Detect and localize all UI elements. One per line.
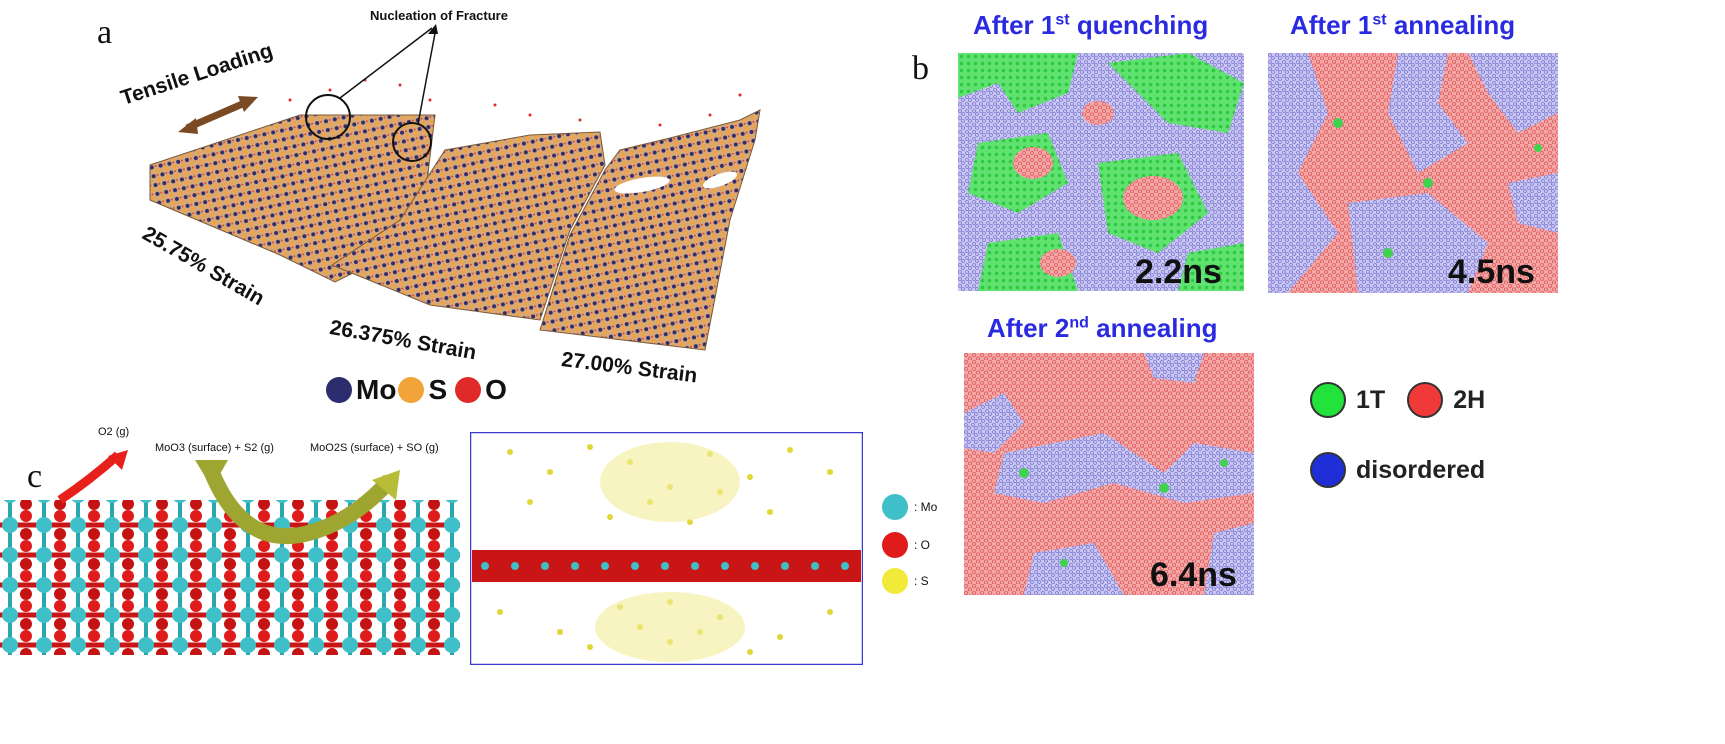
phase-map-1 bbox=[958, 53, 1244, 291]
panel-a-sheets bbox=[149, 24, 761, 351]
sheet-27-00 bbox=[539, 109, 761, 351]
legend-disordered: disordered bbox=[1356, 455, 1486, 484]
panel-a-letter: a bbox=[97, 14, 113, 51]
nucleation-label: Nucleation of Fracture bbox=[370, 8, 508, 23]
disordered-dot-icon bbox=[1310, 452, 1346, 488]
tensile-arrow bbox=[178, 96, 258, 134]
sulfur-gas-view bbox=[470, 432, 863, 665]
o2-release-arrow bbox=[57, 451, 121, 504]
legend-o: O bbox=[485, 374, 507, 405]
map-title-3: After 2nd annealing bbox=[987, 313, 1218, 343]
o2-label: O2 (g) bbox=[98, 426, 130, 438]
c-legend-mo: : Mo bbox=[882, 494, 937, 520]
c-legend-s: : S bbox=[882, 568, 929, 594]
map-title-1: After 1st quenching bbox=[973, 10, 1209, 40]
map-title-2: After 1st annealing bbox=[1290, 10, 1516, 40]
1t-dot-icon bbox=[1310, 382, 1346, 418]
panel-b-letter: b bbox=[912, 50, 929, 87]
map-time-3: 6.4ns bbox=[1150, 556, 1237, 594]
reaction-arrow bbox=[202, 465, 396, 545]
phase-legend-row-1: 1T 2H bbox=[1310, 382, 1485, 418]
panel-a-legend: Mo S O bbox=[326, 374, 507, 406]
reaction-right-label: MoO2S (surface) + SO (g) bbox=[310, 442, 439, 454]
legend-s: S bbox=[428, 374, 448, 405]
2h-dot-icon bbox=[1407, 382, 1444, 418]
legend-mo: Mo bbox=[356, 374, 397, 405]
phase-map-2 bbox=[1268, 53, 1558, 293]
surface-slab-view bbox=[0, 450, 460, 655]
nucleation-circle-2 bbox=[392, 122, 432, 162]
panel-c-letter: c bbox=[27, 458, 43, 495]
legend-1t: 1T bbox=[1356, 385, 1386, 414]
o-dot-icon bbox=[455, 377, 482, 403]
reaction-left-label: MoO3 (surface) + S2 (g) bbox=[155, 442, 274, 454]
sheet-26-375 bbox=[330, 131, 606, 321]
c-legend-o: : O bbox=[882, 532, 930, 558]
phase-map-3 bbox=[964, 353, 1254, 595]
o-sphere-icon bbox=[882, 532, 908, 558]
legend-2h: 2H bbox=[1453, 385, 1486, 414]
nucleation-circle-1 bbox=[305, 94, 351, 140]
s-sphere-icon bbox=[882, 568, 908, 594]
map-time-1: 2.2ns bbox=[1135, 253, 1222, 291]
s-dot-icon bbox=[398, 377, 425, 403]
mo-sphere-icon bbox=[882, 494, 908, 520]
phase-legend-row-2: disordered bbox=[1310, 452, 1485, 488]
map-time-2: 4.5ns bbox=[1448, 253, 1535, 291]
mo-dot-icon bbox=[326, 377, 352, 403]
